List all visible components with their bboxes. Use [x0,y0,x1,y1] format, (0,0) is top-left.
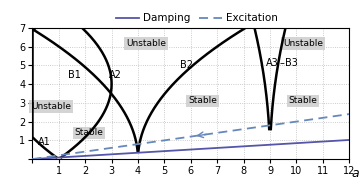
Text: Stable: Stable [75,128,104,137]
Text: Stable: Stable [289,96,318,105]
Text: B2: B2 [180,60,193,70]
Legend: Damping, Excitation: Damping, Excitation [112,9,282,28]
Text: A2: A2 [109,70,122,80]
Text: Unstable: Unstable [283,39,323,48]
Text: Unstable: Unstable [126,39,166,48]
X-axis label: a: a [352,167,359,180]
Text: B3: B3 [285,58,298,68]
Text: B1: B1 [68,70,81,80]
Text: –: – [279,58,284,68]
Text: Unstable: Unstable [31,102,71,111]
Text: Stable: Stable [188,96,217,105]
Text: A3: A3 [266,58,279,68]
Text: A1: A1 [38,137,51,147]
